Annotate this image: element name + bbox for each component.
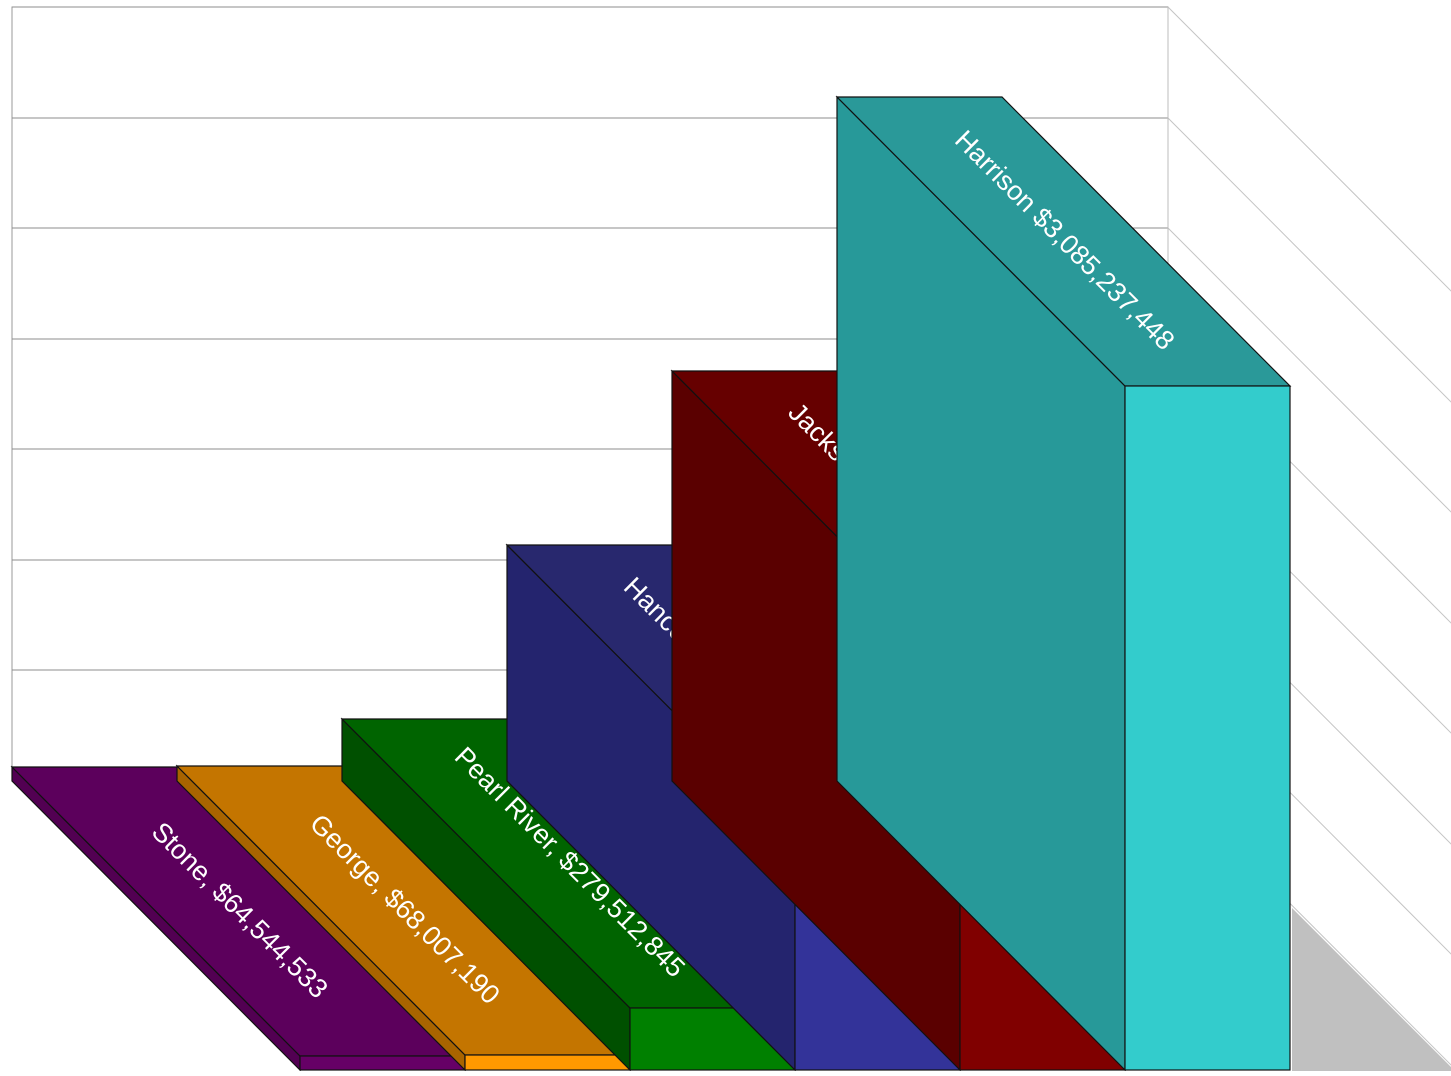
bar-shadow: [1292, 908, 1451, 1071]
gridline-side-2: [1167, 227, 1451, 513]
bar-george: George, $68,007,190: [175, 764, 632, 1072]
gridline-side-1: [1167, 117, 1451, 403]
bar-front-face: [299, 1055, 466, 1071]
gridline-side-0: [1167, 6, 1451, 292]
bar-front-face: [464, 1054, 631, 1071]
chart-floor-shadow: [1292, 908, 1451, 1071]
bar-harrison: Harrison $3,085,237,448: [835, 95, 1292, 1072]
bar-front-face: [1124, 385, 1291, 1071]
